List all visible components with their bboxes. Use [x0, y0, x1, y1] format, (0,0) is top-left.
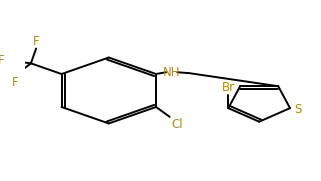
Text: Cl: Cl: [171, 118, 183, 131]
Text: F: F: [0, 54, 5, 67]
Text: F: F: [12, 76, 19, 89]
Text: F: F: [33, 35, 39, 48]
Text: NH: NH: [163, 66, 180, 79]
Text: Br: Br: [222, 81, 235, 94]
Text: S: S: [295, 103, 302, 116]
